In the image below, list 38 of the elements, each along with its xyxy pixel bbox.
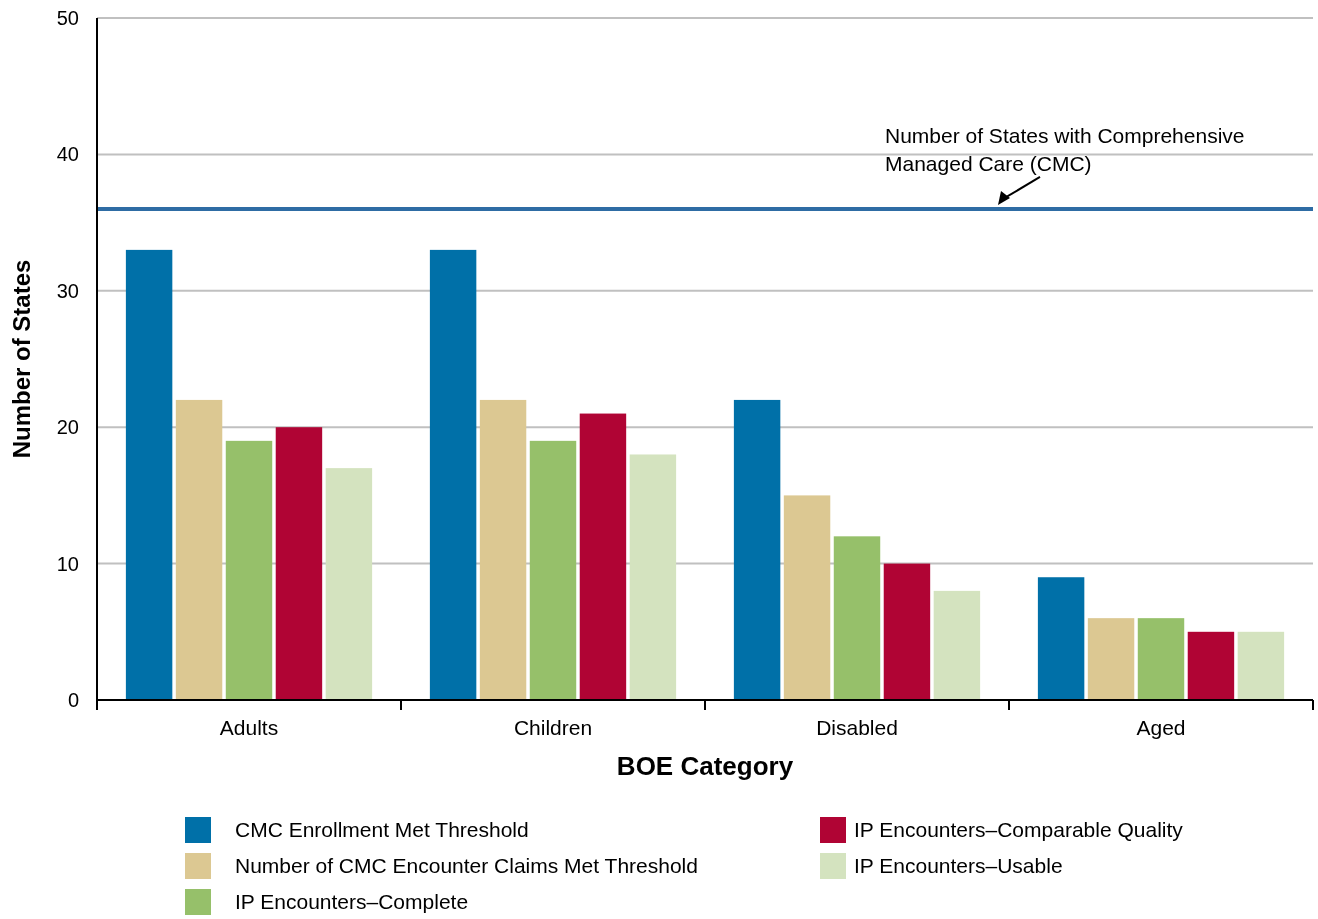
y-tick-label: 10 (56, 552, 79, 575)
bar (783, 495, 831, 700)
x-tick-label: Adults (219, 716, 279, 739)
bar (1037, 577, 1085, 700)
x-axis-title: BOE Category (616, 751, 794, 781)
bar (479, 399, 527, 700)
bar (933, 590, 981, 700)
bar (225, 440, 273, 700)
bar (1137, 618, 1185, 700)
x-tick-label: Aged (1136, 716, 1186, 739)
legend-label: CMC Enrollment Met Threshold (235, 818, 529, 842)
x-tick-label: Children (513, 716, 593, 739)
ref-line-label: Number of States with Comprehensive Managed Care (CMC) (885, 123, 1245, 175)
bar (1087, 618, 1135, 700)
legend-label: IP Encounters–Usable (854, 854, 1063, 878)
y-tick-label: 50 (56, 7, 79, 29)
y-tick-label: 40 (56, 143, 79, 166)
legend-label: IP Encounters–Comparable Quality (854, 818, 1184, 842)
x-tick-label: Disabled (816, 716, 898, 739)
legend-label: Number of CMC Encounter Claims Met Threshold (235, 854, 698, 878)
bar (529, 440, 577, 700)
bar (579, 413, 627, 700)
bar (125, 249, 173, 700)
bar (325, 468, 373, 700)
bar (733, 399, 781, 700)
bar (1187, 631, 1235, 700)
y-tick-label: 0 (67, 689, 79, 711)
bar (833, 536, 881, 700)
bar (629, 454, 677, 700)
bar (175, 399, 223, 700)
bar (275, 427, 323, 700)
bar (883, 563, 931, 700)
y-axis-title: Number of States (8, 259, 35, 459)
bar (429, 249, 477, 700)
y-tick-label: 30 (56, 279, 79, 302)
legend-label: IP Encounters–Complete (235, 890, 469, 914)
bar (1237, 631, 1285, 700)
y-tick-label: 20 (56, 416, 79, 439)
